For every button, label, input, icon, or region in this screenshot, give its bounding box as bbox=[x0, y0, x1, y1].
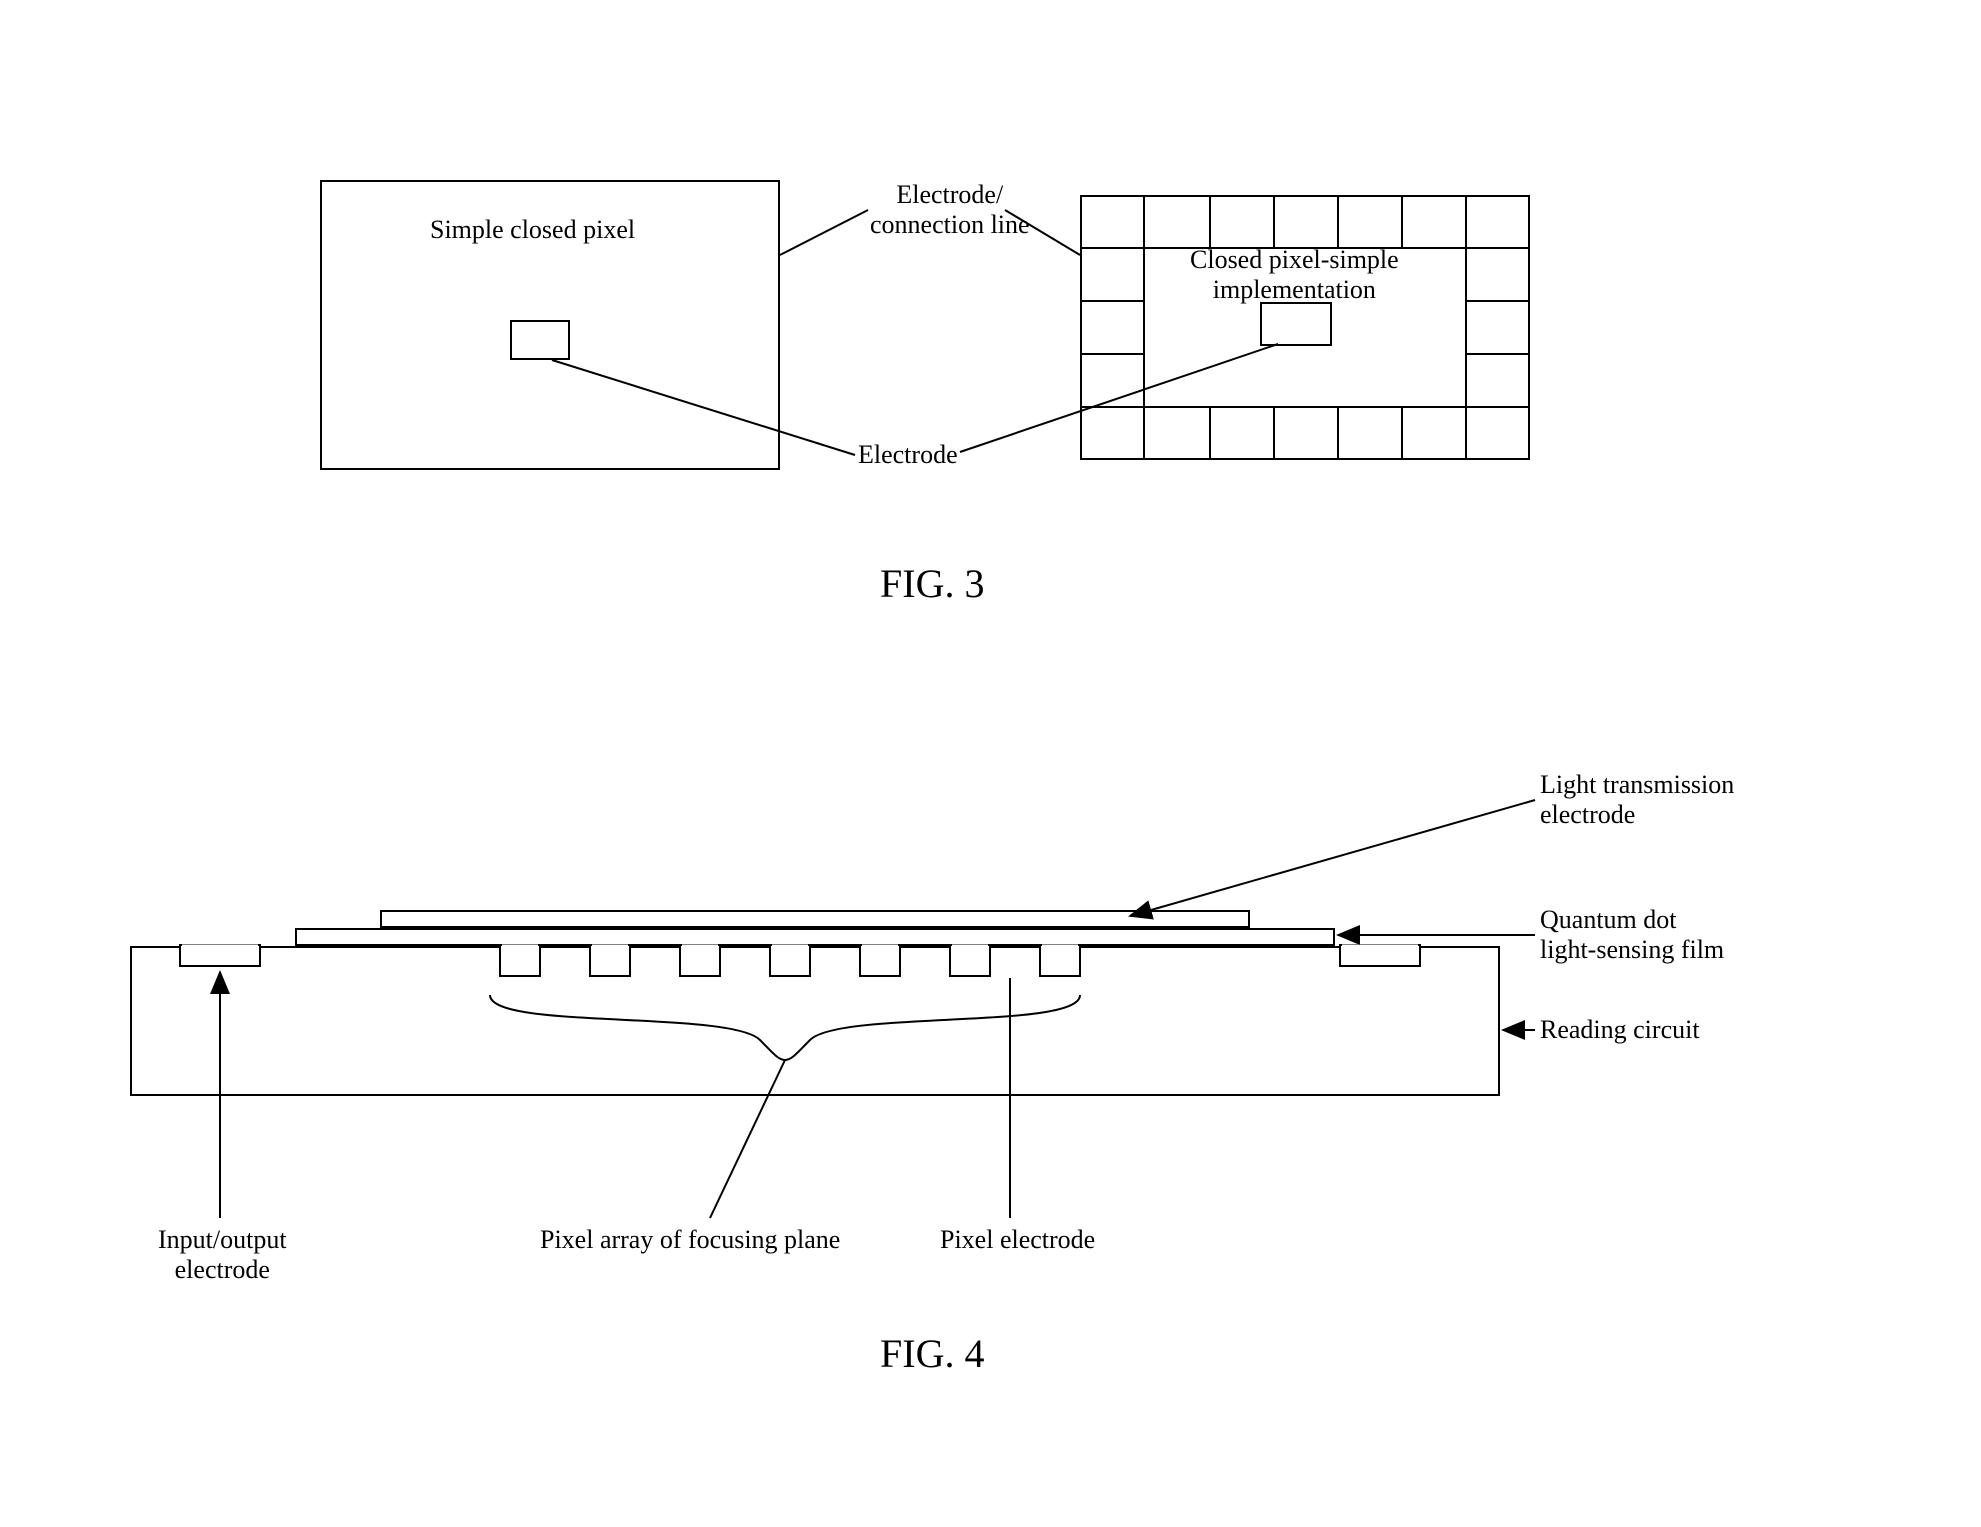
fig4-label-light-transmission-electrode: Light transmission electrode bbox=[1540, 770, 1734, 830]
canvas: Simple closed pixel Electrode/ connectio… bbox=[0, 0, 1981, 1527]
fig4-label-pixel-array: Pixel array of focusing plane bbox=[540, 1225, 840, 1255]
fig4-caption: FIG. 4 bbox=[880, 1330, 984, 1377]
fig4-label-reading-circuit: Reading circuit bbox=[1540, 1015, 1700, 1045]
fig4-label-quantum-dot-film: Quantum dot light-sensing film bbox=[1540, 905, 1724, 965]
fig4-label-input-output-electrode: Input/output electrode bbox=[158, 1225, 287, 1285]
fig4-arrows-svg bbox=[0, 0, 1981, 1527]
fig4-label-pixel-electrode: Pixel electrode bbox=[940, 1225, 1095, 1255]
